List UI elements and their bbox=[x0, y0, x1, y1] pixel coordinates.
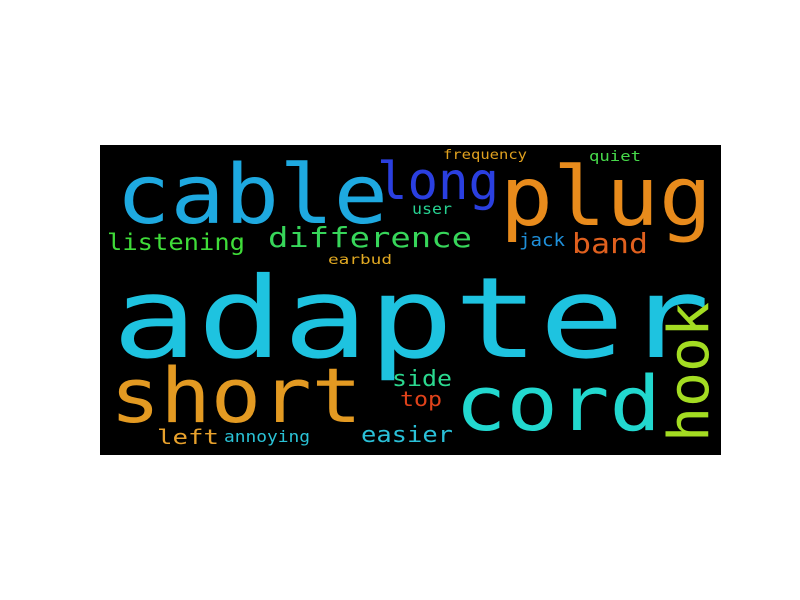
word-earbud: earbud bbox=[328, 253, 392, 268]
word-cloud: adapter cable plug long short cord hook … bbox=[100, 145, 721, 455]
word-cord: cord bbox=[455, 359, 661, 448]
word-cable: cable bbox=[116, 148, 388, 243]
word-jack: jack bbox=[519, 230, 565, 251]
word-long: long bbox=[377, 152, 499, 212]
word-top: top bbox=[400, 387, 442, 411]
word-short: short bbox=[110, 351, 362, 440]
word-quiet: quiet bbox=[589, 149, 641, 165]
word-cloud-canvas: adapter cable plug long short cord hook … bbox=[107, 148, 721, 449]
word-hook: hook bbox=[657, 302, 721, 442]
word-band: band bbox=[572, 227, 648, 260]
word-frequency: frequency bbox=[443, 148, 527, 163]
word-annoying: annoying bbox=[224, 427, 310, 446]
word-difference: difference bbox=[268, 221, 472, 254]
word-adapter: adapter bbox=[112, 254, 710, 384]
word-listening: listening bbox=[107, 230, 245, 256]
word-user: user bbox=[412, 200, 452, 218]
word-plug: plug bbox=[500, 150, 712, 245]
word-side: side bbox=[392, 367, 452, 392]
word-easier: easier bbox=[361, 423, 453, 448]
word-left: left bbox=[157, 425, 219, 449]
